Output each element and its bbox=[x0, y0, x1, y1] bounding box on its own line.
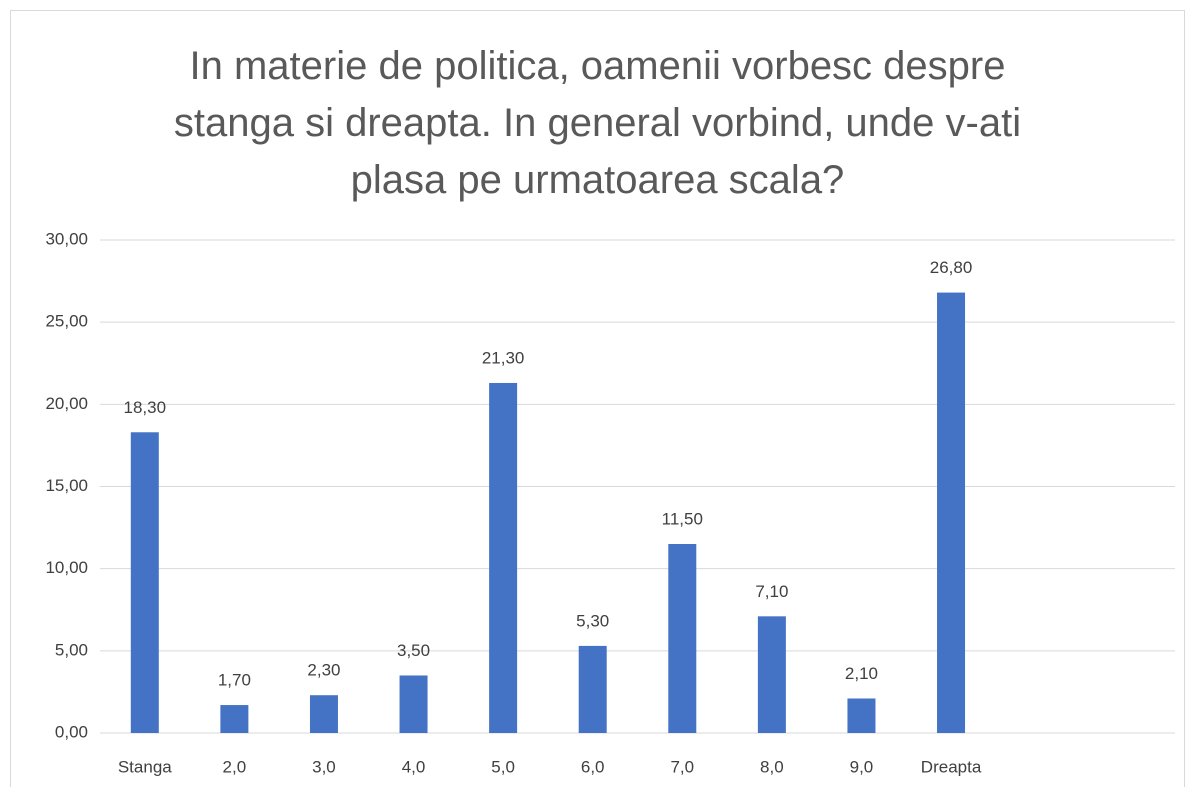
bar bbox=[757, 616, 786, 733]
data-label: 3,50 bbox=[397, 641, 430, 660]
bar bbox=[489, 382, 518, 733]
x-tick-label: 8,0 bbox=[760, 757, 784, 776]
x-tick-label: 4,0 bbox=[402, 757, 426, 776]
x-tick-label: 9,0 bbox=[850, 757, 874, 776]
bar bbox=[309, 695, 338, 733]
y-tick-label: 0,00 bbox=[55, 722, 88, 741]
y-tick-label: 10,00 bbox=[45, 558, 88, 577]
y-tick-label: 30,00 bbox=[45, 229, 88, 248]
y-tick-label: 25,00 bbox=[45, 312, 88, 331]
bar bbox=[937, 292, 966, 733]
x-tick-label: 5,0 bbox=[491, 757, 515, 776]
y-tick-label: 5,00 bbox=[55, 640, 88, 659]
x-tick-label: 2,0 bbox=[223, 757, 247, 776]
data-label: 2,10 bbox=[845, 664, 878, 683]
data-label: 11,50 bbox=[662, 510, 703, 529]
y-tick-label: 20,00 bbox=[45, 394, 88, 413]
bar bbox=[847, 698, 876, 733]
data-label: 1,70 bbox=[218, 671, 251, 690]
data-label: 5,30 bbox=[576, 611, 609, 630]
x-tick-label: 3,0 bbox=[312, 757, 336, 776]
y-tick-label: 15,00 bbox=[45, 476, 88, 495]
data-label: 2,30 bbox=[307, 661, 340, 680]
bar bbox=[399, 675, 428, 733]
x-tick-label: 6,0 bbox=[581, 757, 605, 776]
bar bbox=[130, 432, 159, 733]
x-tick-label: Dreapta bbox=[921, 757, 982, 776]
bar bbox=[578, 645, 607, 733]
bar bbox=[220, 705, 249, 733]
chart-border bbox=[10, 10, 1185, 787]
x-tick-label: Stanga bbox=[118, 757, 172, 776]
data-label: 21,30 bbox=[482, 348, 525, 367]
data-label: 18,30 bbox=[124, 398, 167, 417]
bar bbox=[668, 544, 697, 733]
data-label: 26,80 bbox=[930, 258, 973, 277]
data-label: 7,10 bbox=[755, 582, 788, 601]
chart-title: In materie de politica, oamenii vorbesc … bbox=[173, 44, 1022, 202]
x-tick-label: 7,0 bbox=[670, 757, 694, 776]
